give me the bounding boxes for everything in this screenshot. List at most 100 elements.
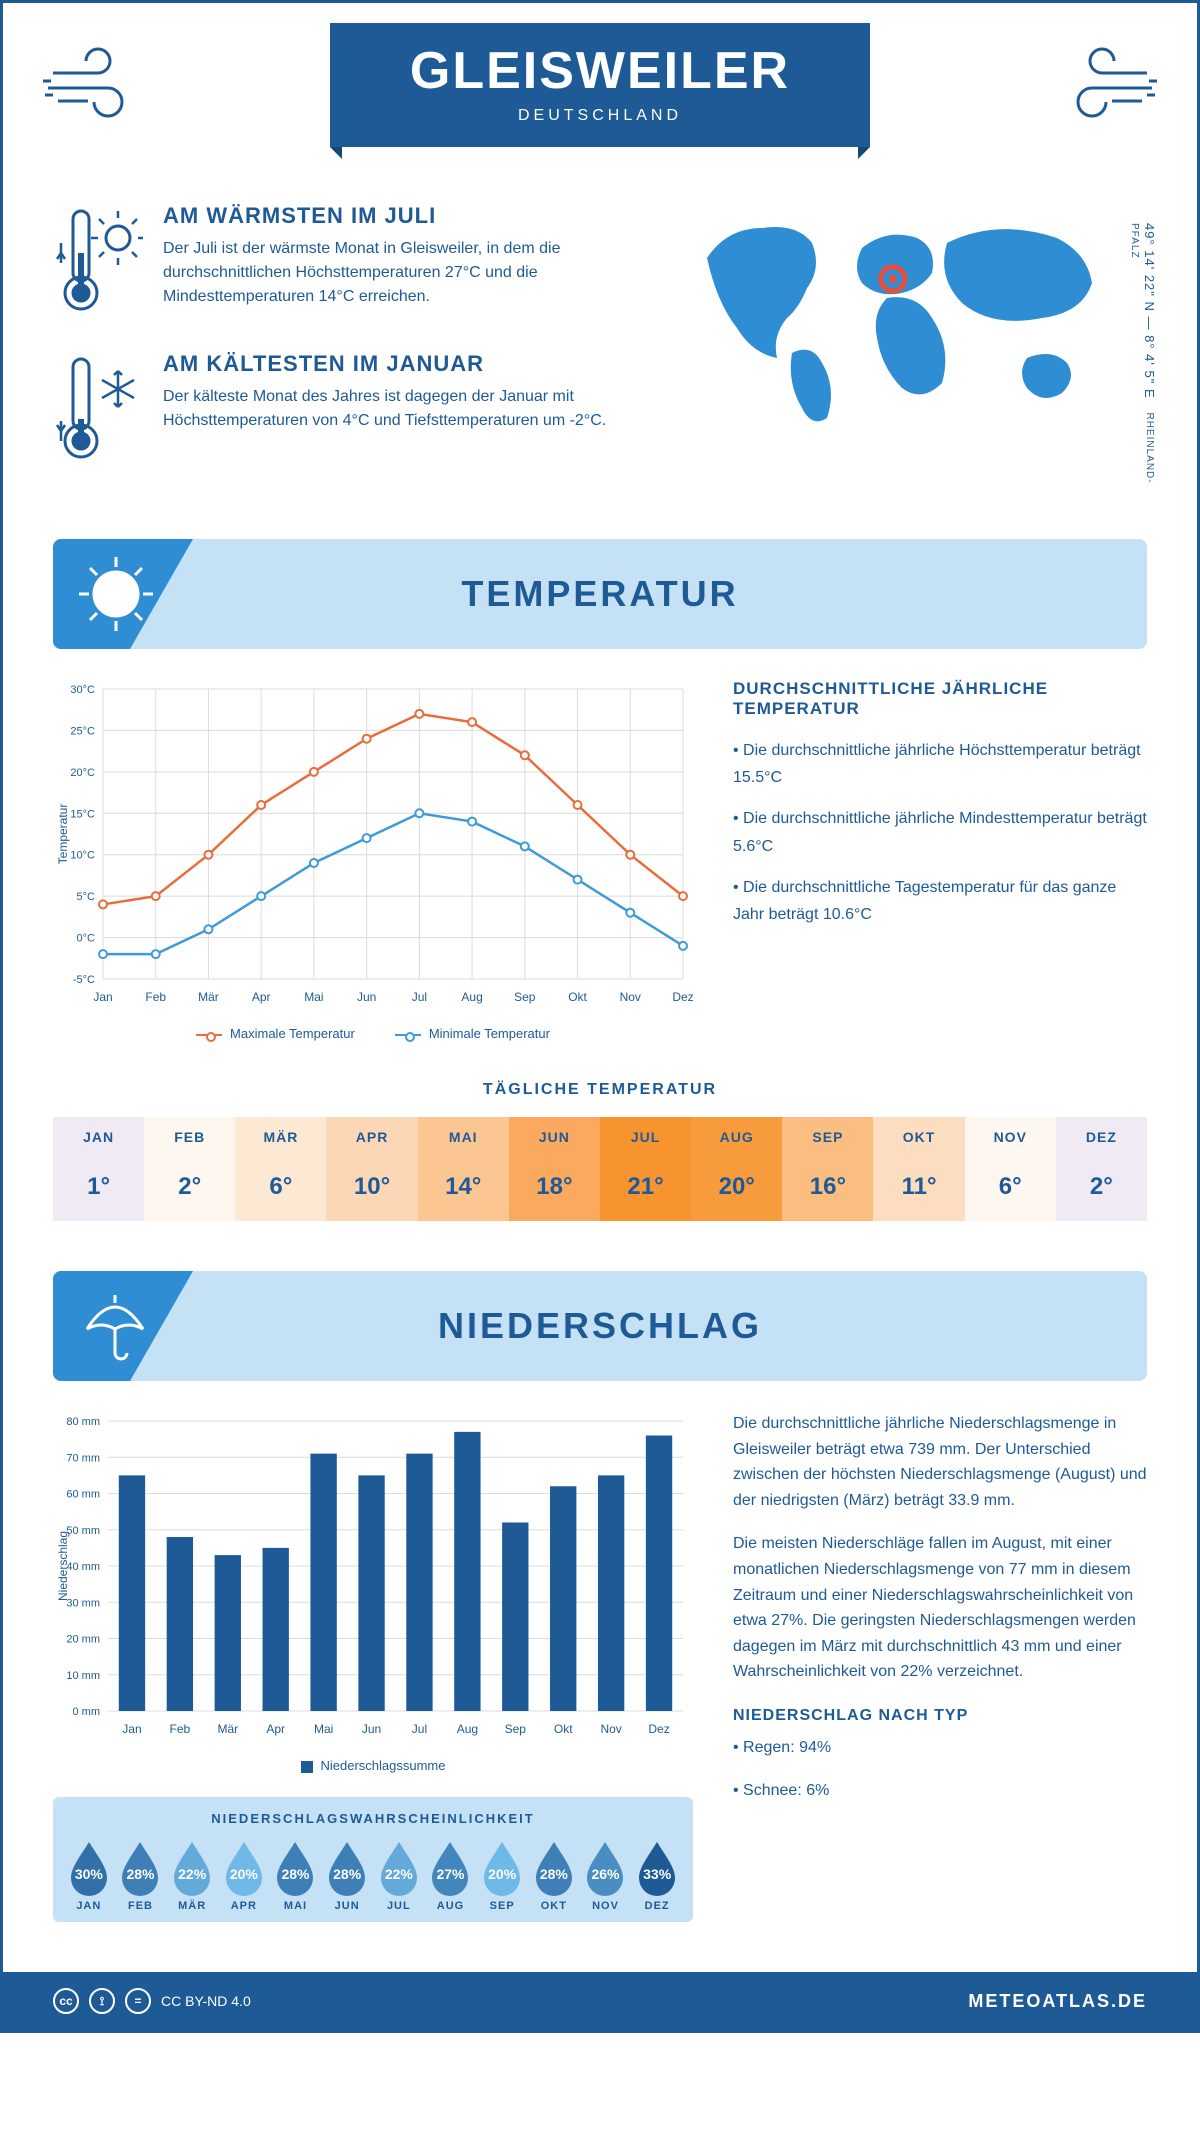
- daily-value: 10°: [326, 1157, 417, 1221]
- precip-prob-cell: 27% AUG: [427, 1838, 475, 1912]
- svg-text:Temperatur: Temperatur: [56, 804, 70, 865]
- svg-text:Feb: Feb: [145, 990, 166, 1004]
- precip-title: NIEDERSCHLAG: [438, 1305, 762, 1347]
- precip-prob-cell: 28% FEB: [117, 1838, 165, 1912]
- daily-header: OKT: [873, 1117, 964, 1157]
- coldest-block: AM KÄLTESTEN IM JANUAR Der kälteste Mona…: [53, 351, 647, 471]
- precip-prob-cell: 22% JUL: [375, 1838, 423, 1912]
- svg-text:60 mm: 60 mm: [66, 1489, 100, 1501]
- svg-text:Aug: Aug: [461, 990, 482, 1004]
- daily-value: 1°: [53, 1157, 144, 1221]
- svg-text:Okt: Okt: [554, 1722, 573, 1736]
- daily-value: 2°: [144, 1157, 235, 1221]
- precip-legend: Niederschlagssumme: [53, 1758, 693, 1773]
- daily-temp-table: JANFEBMÄRAPRMAIJUNJULAUGSEPOKTNOVDEZ1°2°…: [53, 1117, 1147, 1221]
- by-icon: ⟟: [89, 1988, 115, 2014]
- svg-text:Dez: Dez: [648, 1722, 669, 1736]
- svg-text:Apr: Apr: [266, 1722, 285, 1736]
- svg-text:Jul: Jul: [412, 1722, 427, 1736]
- svg-text:30 mm: 30 mm: [66, 1597, 100, 1609]
- thermometer-sun-icon: [53, 203, 143, 323]
- temperature-legend: Maximale Temperatur Minimale Temperatur: [53, 1026, 693, 1041]
- svg-text:25°C: 25°C: [70, 725, 95, 737]
- country-subtitle: DEUTSCHLAND: [410, 107, 790, 125]
- warmest-text: Der Juli ist der wärmste Monat in Gleisw…: [163, 237, 647, 309]
- svg-text:20°C: 20°C: [70, 767, 95, 779]
- precip-prob-title: NIEDERSCHLAGSWAHRSCHEINLICHKEIT: [65, 1811, 681, 1826]
- svg-text:Feb: Feb: [170, 1722, 191, 1736]
- svg-text:0 mm: 0 mm: [73, 1706, 101, 1718]
- daily-header: MÄR: [235, 1117, 326, 1157]
- world-map-panel: 49° 14' 22" N — 8° 4' 5" E RHEINLAND-PFA…: [687, 203, 1147, 499]
- svg-text:50 mm: 50 mm: [66, 1525, 100, 1537]
- daily-header: MAI: [418, 1117, 509, 1157]
- daily-header: JUN: [509, 1117, 600, 1157]
- city-title: GLEISWEILER: [410, 41, 790, 101]
- intro-section: AM WÄRMSTEN IM JULI Der Juli ist der wär…: [3, 183, 1197, 539]
- svg-text:40 mm: 40 mm: [66, 1561, 100, 1573]
- daily-header: JAN: [53, 1117, 144, 1157]
- daily-value: 14°: [418, 1157, 509, 1221]
- svg-text:80 mm: 80 mm: [66, 1416, 100, 1428]
- svg-text:30°C: 30°C: [70, 684, 95, 696]
- daily-value: 11°: [873, 1157, 964, 1221]
- warmest-block: AM WÄRMSTEN IM JULI Der Juli ist der wär…: [53, 203, 647, 323]
- svg-text:Nov: Nov: [620, 990, 641, 1004]
- precip-banner: NIEDERSCHLAG: [53, 1271, 1147, 1381]
- temperature-banner: TEMPERATUR: [53, 539, 1147, 649]
- svg-text:-5°C: -5°C: [73, 974, 95, 986]
- precip-prob-cell: 28% JUN: [323, 1838, 371, 1912]
- coldest-text: Der kälteste Monat des Jahres ist dagege…: [163, 385, 647, 433]
- svg-text:10 mm: 10 mm: [66, 1670, 100, 1682]
- svg-text:Mai: Mai: [304, 990, 323, 1004]
- svg-text:Aug: Aug: [457, 1722, 478, 1736]
- svg-text:5°C: 5°C: [77, 891, 96, 903]
- daily-header: SEP: [782, 1117, 873, 1157]
- svg-text:Sep: Sep: [514, 990, 536, 1004]
- precip-summary: Die durchschnittliche jährliche Niedersc…: [733, 1411, 1147, 1922]
- coordinates: 49° 14' 22" N — 8° 4' 5" E RHEINLAND-PFA…: [1127, 223, 1157, 499]
- precip-prob-cell: 28% MAI: [272, 1838, 320, 1912]
- svg-text:20 mm: 20 mm: [66, 1634, 100, 1646]
- precip-prob-cell: 28% OKT: [530, 1838, 578, 1912]
- cc-icon: cc: [53, 1988, 79, 2014]
- page: GLEISWEILER DEUTSCHLAND: [0, 0, 1200, 2033]
- precip-prob-drops: 30% JAN 28% FEB 22% MÄR 20% APR 28% MAI …: [65, 1838, 681, 1912]
- daily-header: NOV: [965, 1117, 1056, 1157]
- daily-temp-title: TÄGLICHE TEMPERATUR: [3, 1081, 1197, 1099]
- svg-text:Jun: Jun: [362, 1722, 381, 1736]
- svg-text:Mär: Mär: [217, 1722, 238, 1736]
- precip-prob-cell: 26% NOV: [582, 1838, 630, 1912]
- daily-header: AUG: [691, 1117, 782, 1157]
- title-banner: GLEISWEILER DEUTSCHLAND: [330, 23, 870, 147]
- daily-value: 2°: [1056, 1157, 1147, 1221]
- thermometer-snow-icon: [53, 351, 143, 471]
- footer: cc ⟟ = CC BY-ND 4.0 METEOATLAS.DE: [3, 1972, 1197, 2030]
- wind-icon: [43, 43, 153, 128]
- coldest-title: AM KÄLTESTEN IM JANUAR: [163, 351, 647, 377]
- svg-text:10°C: 10°C: [70, 850, 95, 862]
- precip-prob-cell: 33% DEZ: [633, 1838, 681, 1912]
- daily-value: 20°: [691, 1157, 782, 1221]
- temperature-chart: -5°C0°C5°C10°C15°C20°C25°C30°CJanFebMärA…: [53, 679, 693, 1041]
- temperature-title: TEMPERATUR: [461, 573, 738, 615]
- daily-header: DEZ: [1056, 1117, 1147, 1157]
- daily-header: FEB: [144, 1117, 235, 1157]
- svg-text:Dez: Dez: [672, 990, 693, 1004]
- svg-text:Jun: Jun: [357, 990, 376, 1004]
- svg-text:Jan: Jan: [122, 1722, 141, 1736]
- daily-value: 6°: [965, 1157, 1056, 1221]
- precip-prob-cell: 22% MÄR: [168, 1838, 216, 1912]
- header: GLEISWEILER DEUTSCHLAND: [3, 3, 1197, 183]
- precip-chart: 0 mm 10 mm 20 mm 30 mm 40 mm 50 mm 60 mm 70 mm 8…: [53, 1411, 693, 1744]
- svg-text:Niederschlag: Niederschlag: [56, 1531, 70, 1601]
- svg-text:Jan: Jan: [93, 990, 112, 1004]
- svg-text:70 mm: 70 mm: [66, 1452, 100, 1464]
- precip-prob-cell: 20% APR: [220, 1838, 268, 1912]
- svg-text:Okt: Okt: [568, 990, 587, 1004]
- svg-text:Jul: Jul: [412, 990, 427, 1004]
- svg-text:Nov: Nov: [600, 1722, 621, 1736]
- precip-prob-box: NIEDERSCHLAGSWAHRSCHEINLICHKEIT 30% JAN …: [53, 1797, 693, 1922]
- temperature-summary: DURCHSCHNITTLICHE JÄHRLICHE TEMPERATUR •…: [733, 679, 1147, 1041]
- warmest-title: AM WÄRMSTEN IM JULI: [163, 203, 647, 229]
